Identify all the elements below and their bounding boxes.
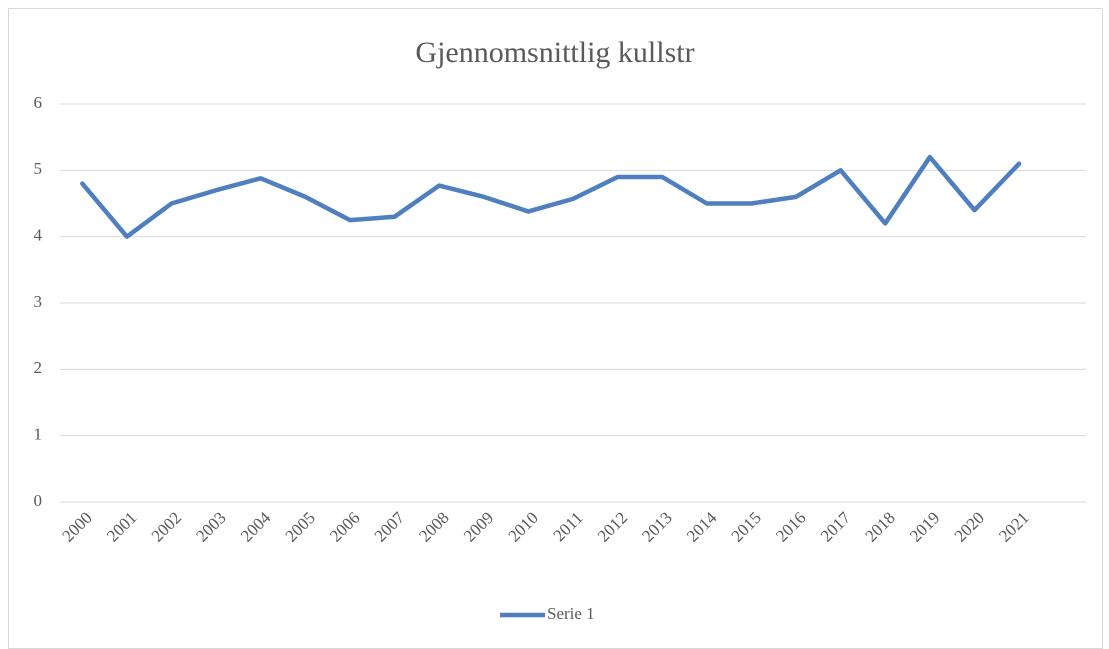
chart-frame [8, 8, 1103, 649]
y-tick-label: 4 [34, 226, 43, 245]
y-tick-label: 6 [34, 93, 43, 112]
y-tick-label: 2 [34, 358, 43, 377]
y-tick-label: 1 [34, 425, 43, 444]
y-tick-label: 3 [34, 292, 43, 311]
chart-title: Gjennomsnittlig kullstr [415, 36, 694, 69]
y-tick-label: 5 [34, 159, 43, 178]
series-line [80, 154, 1022, 239]
legend-label: Serie 1 [547, 604, 595, 623]
y-tick-label: 0 [34, 491, 43, 510]
